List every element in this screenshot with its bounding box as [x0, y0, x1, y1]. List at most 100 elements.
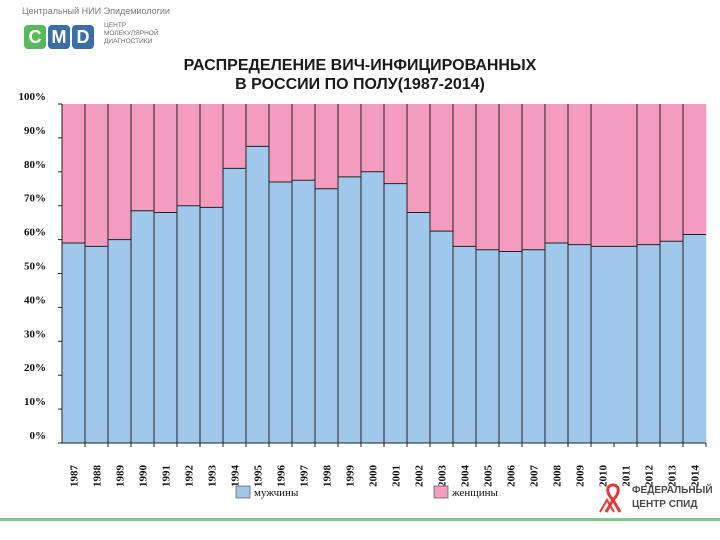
x-tick-label: 1989 [115, 465, 127, 488]
chart-title-line-1: РАСПРЕДЕЛЕНИЕ ВИЧ-ИНФИЦИРОВАННЫХ [183, 57, 537, 74]
bar-men-1989 [108, 239, 132, 443]
bar-women-1998 [315, 104, 339, 189]
x-tick-label: 1994 [230, 465, 242, 488]
bar-men-2006 [499, 251, 523, 443]
logo-subtext: ЦЕНТР МОЛЕКУЛЯРНОЙ ДИАГНОСТИКИ [104, 22, 159, 45]
cmd-letters: C M D [24, 25, 94, 49]
bar-women-1991 [154, 104, 178, 213]
x-tick-label: 1991 [161, 465, 173, 487]
x-tick-label: 2009 [575, 465, 587, 488]
bar-men-2014 [683, 234, 707, 443]
y-axis-ticks: 0% 10% 20% 30% 40% 50% 60% 70% 80% 90% 100% [19, 91, 62, 444]
bar-men-2010 [591, 246, 615, 443]
bar-women-2009 [568, 104, 592, 245]
bar-men-2000 [361, 171, 385, 444]
bar-women-2001 [384, 104, 408, 184]
logo-letter-c: C [24, 25, 46, 49]
bar-women-2011 [614, 104, 638, 247]
y-tick-label: 70% [24, 193, 46, 205]
bar-women-1995 [246, 104, 270, 147]
x-tick-label: 2003 [437, 465, 449, 488]
bar-women-2014 [683, 104, 707, 235]
bar-women-2000 [361, 104, 385, 172]
x-tick-label: 2013 [667, 465, 679, 488]
bar-men-1996 [269, 181, 293, 443]
x-tick-label: 1999 [345, 465, 357, 488]
logo-letter-m: M [48, 25, 70, 49]
bar-women-2006 [499, 104, 523, 252]
x-tick-label: 2008 [552, 465, 564, 488]
bar-men-2013 [660, 241, 684, 443]
bar-men-1993 [200, 207, 224, 443]
cmd-logo: Центральный НИИ Эпидемиологии C M D ЦЕНТ… [22, 6, 182, 54]
y-tick-label: 10% [24, 396, 46, 408]
bar-men-2011 [614, 246, 638, 443]
bar-women-2002 [407, 104, 431, 213]
bar-men-1990 [131, 210, 155, 443]
bar-women-1999 [338, 104, 362, 177]
bar-men-2009 [568, 244, 592, 443]
x-tick-label: 1993 [207, 465, 219, 488]
x-tick-label: 1995 [253, 465, 265, 488]
bar-men-2001 [384, 183, 408, 444]
bar-women-2008 [545, 104, 569, 243]
bar-women-1987 [62, 104, 86, 243]
red-ribbon-icon [599, 483, 622, 513]
bar-women-1997 [292, 104, 316, 181]
x-tick-label: 1990 [138, 465, 150, 488]
x-tick-label: 2002 [414, 465, 426, 488]
x-tick-label: 2005 [483, 465, 495, 488]
bar-women-1992 [177, 104, 201, 206]
bar-women-1989 [108, 104, 132, 240]
x-tick-label: 1997 [299, 465, 311, 488]
chart-title: РАСПРЕДЕЛЕНИЕ ВИЧ-ИНФИЦИРОВАННЫХ В РОССИ… [110, 56, 610, 94]
bar-men-2008 [545, 242, 569, 443]
legend-label-1: женщины [451, 487, 498, 499]
bars-group [62, 104, 707, 444]
bar-men-2007 [522, 249, 546, 443]
bar-men-2003 [430, 231, 454, 443]
bar-women-2004 [453, 104, 477, 247]
bar-women-2003 [430, 104, 454, 232]
y-tick-label: 20% [24, 362, 46, 374]
bar-men-2012 [637, 244, 661, 443]
x-tick-label: 2012 [644, 465, 656, 488]
y-tick-label: 30% [24, 328, 46, 340]
x-tick-label: 1988 [92, 465, 104, 488]
bar-women-2013 [660, 104, 684, 242]
bar-men-1988 [85, 246, 109, 443]
bar-women-2012 [637, 104, 661, 245]
x-tick-label: 2007 [529, 465, 541, 488]
federal-logo-line-2: ЦЕНТР СПИД [632, 499, 698, 510]
x-tick-label: 2000 [368, 465, 380, 488]
y-tick-label: 60% [24, 227, 46, 239]
legend-swatch-1 [433, 485, 449, 499]
y-tick-label: 80% [24, 159, 46, 171]
bar-men-2004 [453, 246, 477, 443]
bar-women-2010 [591, 104, 615, 247]
x-tick-label: 1996 [276, 465, 288, 488]
x-tick-label: 2014 [690, 465, 702, 488]
x-tick-label: 1998 [322, 465, 334, 488]
bar-men-1997 [292, 180, 316, 443]
bar-women-1990 [131, 104, 155, 211]
y-tick-label: 90% [24, 125, 46, 137]
x-tick-label: 1987 [69, 465, 81, 488]
bar-women-1996 [269, 104, 293, 182]
bar-women-2005 [476, 104, 500, 250]
x-tick-label: 1992 [184, 465, 196, 488]
bar-men-1995 [246, 146, 270, 443]
legend-swatch-0 [235, 485, 251, 499]
x-tick-label: 2010 [598, 465, 610, 488]
bar-men-1991 [154, 212, 178, 443]
bar-men-1992 [177, 205, 201, 443]
x-tick-label: 2006 [506, 465, 518, 488]
x-axis-ticks: 1987 1988 1989 1990 1991 1992 1993 1994 1995 1996… [69, 443, 707, 487]
bar-women-1993 [200, 104, 224, 208]
y-tick-label: 50% [24, 261, 46, 273]
federal-logo-line-1: ФЕДЕРАЛЬНЫЙ [632, 485, 713, 496]
bar-men-1998 [315, 188, 339, 443]
x-tick-label: 2011 [621, 465, 633, 486]
chart-title-line-2: В РОССИИ ПО ПОЛУ(1987-2014) [235, 76, 485, 93]
